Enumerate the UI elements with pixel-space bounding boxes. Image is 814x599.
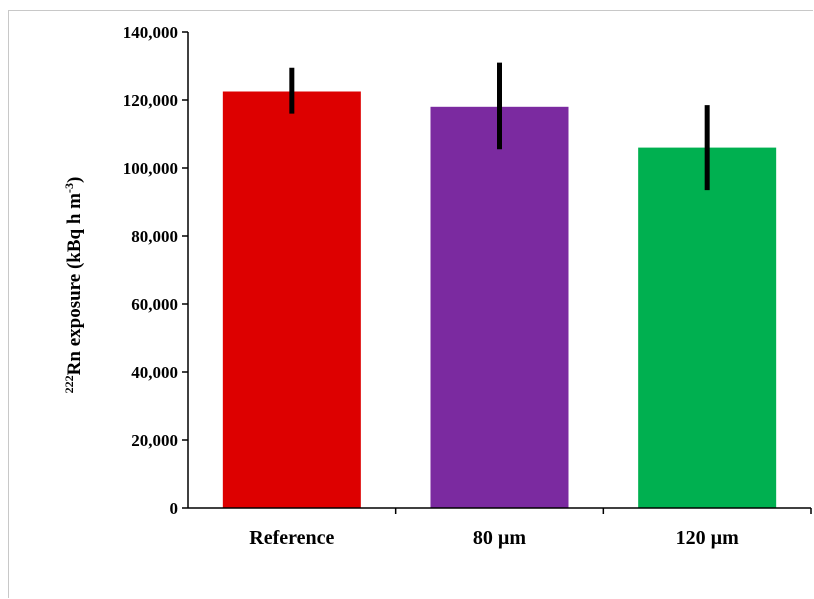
y-axis-label: 222Rn exposure (kBq h m-3) — [62, 177, 85, 394]
x-axis-category-labels: Reference 80 µm 120 µm — [249, 527, 739, 549]
y-tick-label: 40,000 — [131, 363, 178, 382]
y-tick-label: 60,000 — [131, 295, 178, 314]
y-tick-label: 20,000 — [131, 431, 178, 450]
y-tick-label: 80,000 — [131, 227, 178, 246]
x-category-label: 120 µm — [676, 527, 740, 549]
bar-1 — [222, 91, 361, 508]
y-tick-label: 140,000 — [123, 23, 178, 42]
chart-frame — [8, 10, 813, 598]
bar-3 — [638, 147, 777, 508]
error-bars — [289, 62, 710, 191]
ylabel-unit-superscript: -3 — [62, 183, 76, 193]
y-axis-ticks: 0 20,000 40,000 60,000 80,000 100,000 120,000 1… — [123, 23, 188, 518]
x-category-label: 80 µm — [473, 527, 527, 549]
ylabel-isotope-superscript: 222 — [62, 375, 76, 393]
y-tick-label: 120,000 — [123, 91, 178, 110]
bars — [222, 91, 777, 509]
y-tick-label: 100,000 — [123, 159, 178, 178]
ylabel-close-paren: ) — [64, 177, 85, 183]
x-axis-ticks — [394, 508, 812, 514]
ylabel-main-text: Rn exposure (kBq h m — [64, 193, 85, 375]
y-tick-label: 0 — [170, 499, 179, 518]
bar-2 — [430, 106, 569, 509]
x-category-label: Reference — [249, 527, 334, 549]
